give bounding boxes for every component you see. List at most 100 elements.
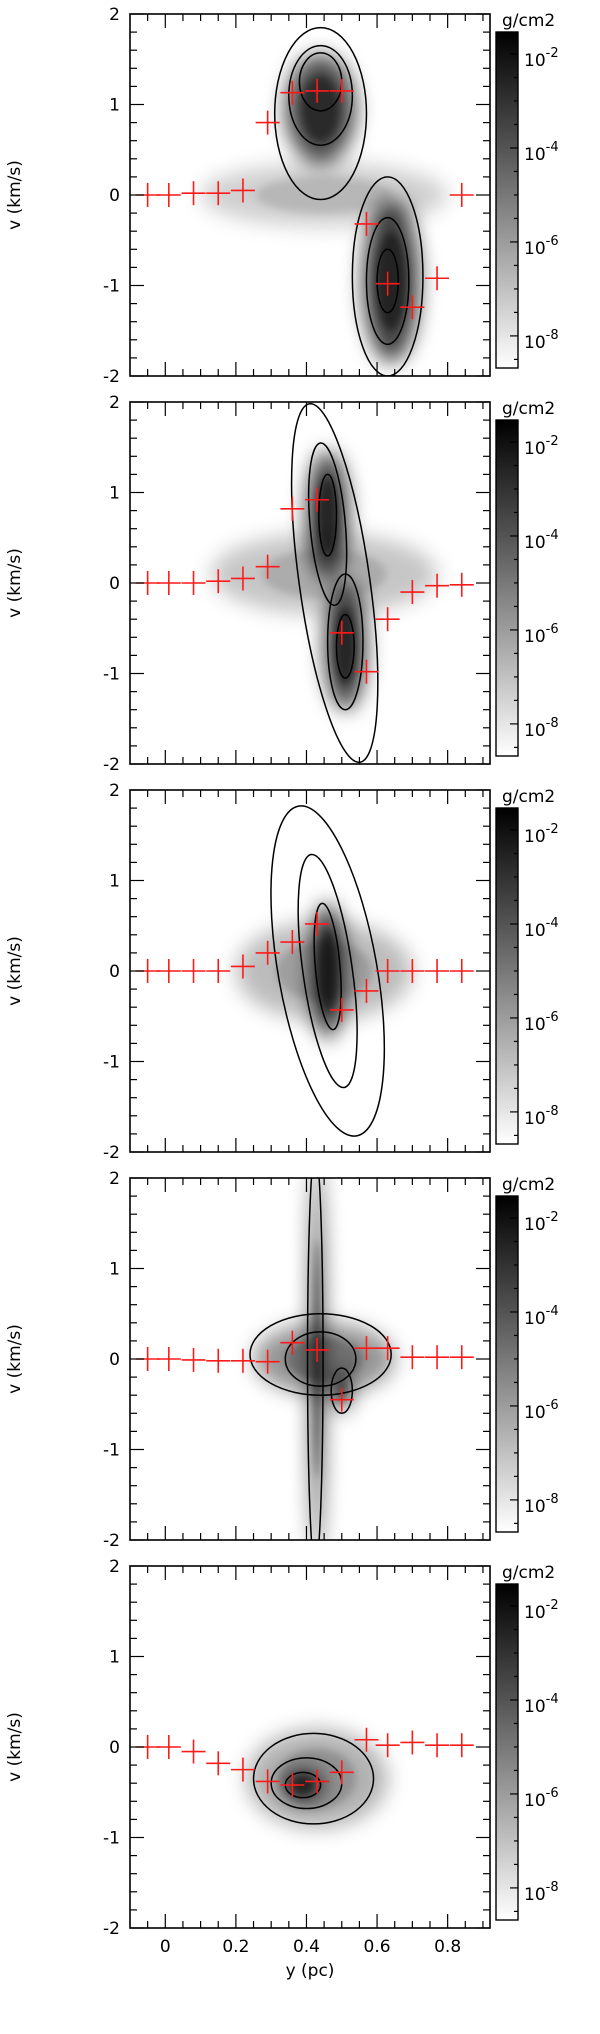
contour-line — [249, 1313, 392, 1396]
y-tick-label: -2 — [103, 1531, 120, 1551]
velocity-marker — [181, 571, 206, 595]
colorbar-unit: g/cm2 — [502, 11, 555, 31]
colorbar-tick-label: 10-2 — [524, 1598, 559, 1623]
y-tick-label: -1 — [103, 1053, 120, 1073]
velocity-marker — [400, 295, 425, 320]
y-tick-label: -2 — [103, 755, 120, 775]
velocity-marker — [305, 78, 330, 103]
velocity-marker — [280, 930, 305, 955]
panel-4: 2 1 0 -1 -2 v (km/s) g/cm2 10-2 10-4 10-6 10-8 — [5, 1169, 559, 1551]
y-tick-label: -1 — [103, 1441, 120, 1461]
colorbar-frame — [495, 1583, 519, 1921]
velocity-marker — [206, 1348, 231, 1373]
density-map — [235, 805, 413, 1137]
contour-line — [376, 248, 399, 314]
contour-line — [297, 853, 358, 1089]
panel-5: 2 1 0 -1 -2 0 0.2 0.4 0.6 0.8 y (pc) v (km/s) g/cm2 1… — [5, 1557, 559, 1981]
y-tick-label: 2 — [109, 781, 120, 801]
velocity-marker — [156, 1347, 181, 1371]
velocity-marker — [449, 1733, 474, 1758]
colorbar-frame — [495, 419, 519, 757]
density-core — [275, 941, 373, 1001]
marker-series — [135, 911, 474, 1022]
y-axis-label: v (km/s) — [5, 1324, 25, 1394]
velocity-marker — [375, 271, 400, 296]
contour-line — [270, 805, 386, 1137]
velocity-marker — [280, 496, 305, 521]
y-tick-label: 2 — [109, 1557, 120, 1577]
x-tick-label: 0 — [160, 1937, 171, 1957]
velocity-marker — [181, 959, 206, 983]
colorbar-gradient — [496, 32, 518, 368]
velocity-marker — [255, 554, 280, 579]
velocity-marker — [255, 940, 280, 965]
velocity-marker — [305, 487, 330, 512]
colorbar-tick-label: 10-8 — [524, 1104, 559, 1129]
velocity-marker — [449, 183, 474, 207]
colorbar-gradient — [496, 1196, 518, 1532]
colorbar: g/cm2 10-2 10-4 10-6 10-8 — [495, 787, 559, 1145]
colorbar: g/cm2 10-2 10-4 10-6 10-8 — [495, 11, 559, 369]
density-core — [316, 477, 340, 554]
velocity-marker — [230, 1757, 255, 1782]
y-axis-label: v (km/s) — [5, 548, 25, 618]
y-axis-label: v (km/s) — [5, 1712, 25, 1782]
velocity-marker — [375, 1733, 400, 1758]
velocity-marker — [156, 1735, 181, 1759]
y-tick-label: 2 — [109, 393, 120, 413]
colorbar-tick-label: 10-4 — [524, 528, 559, 553]
contour-line — [351, 176, 424, 376]
velocity-marker — [400, 580, 425, 605]
contour-line — [284, 1331, 357, 1387]
density-core — [262, 549, 387, 599]
contour-line — [335, 613, 355, 679]
colorbar-tick-label: 10-2 — [524, 1210, 559, 1235]
contour-line — [326, 573, 364, 711]
y-tick-label: 0 — [109, 186, 120, 206]
x-tick-label: 0.8 — [434, 1937, 461, 1957]
density-core — [256, 175, 393, 215]
marker-series — [135, 78, 474, 320]
colorbar-tick-label: 10-8 — [524, 716, 559, 741]
y-tick-label: -1 — [103, 277, 120, 297]
colorbar-unit: g/cm2 — [502, 1175, 555, 1195]
velocity-marker — [230, 1348, 255, 1373]
contour-line — [306, 1178, 324, 1540]
colorbar-tick-label: 10-2 — [524, 46, 559, 71]
velocity-marker — [375, 607, 400, 632]
y-tick-label: 0 — [109, 1350, 120, 1370]
velocity-marker — [230, 566, 255, 591]
contour-line — [330, 1367, 354, 1415]
velocity-marker — [280, 1773, 305, 1798]
panel-3: 2 1 0 -1 -2 v (km/s) g/cm2 10-2 10-4 10-6 10-8 — [5, 781, 559, 1163]
panel-2: 2 1 0 -1 -2 v (km/s) g/cm2 10-2 10-4 10-6 10-8 — [5, 393, 559, 775]
velocity-marker — [400, 959, 425, 983]
velocity-marker — [329, 997, 354, 1022]
marker-series — [135, 487, 474, 684]
velocity-marker — [329, 620, 354, 645]
density-map — [211, 402, 438, 764]
y-tick-label: 1 — [109, 1260, 120, 1280]
colorbar-tick-label: 10-6 — [524, 1786, 559, 1811]
x-tick-label: 0.2 — [222, 1937, 249, 1957]
y-tick-label: -2 — [103, 1919, 120, 1939]
colorbar-frame — [495, 1195, 519, 1533]
velocity-marker — [206, 181, 231, 206]
y-tick-label: 0 — [109, 574, 120, 594]
density-map — [200, 26, 448, 376]
velocity-marker — [181, 1739, 206, 1764]
contour-line — [318, 473, 338, 557]
velocity-marker — [425, 959, 450, 983]
x-tick-label: 0.6 — [364, 1937, 391, 1957]
velocity-marker — [400, 1345, 425, 1370]
velocity-marker — [230, 954, 255, 979]
y-tick-label: 1 — [109, 872, 120, 892]
velocity-marker — [156, 571, 181, 595]
velocity-marker — [354, 978, 379, 1003]
density-core — [301, 76, 340, 142]
contour-line — [307, 442, 348, 607]
colorbar-tick-label: 10-2 — [524, 822, 559, 847]
velocity-marker — [156, 183, 181, 207]
y-axis-label: v (km/s) — [5, 160, 25, 230]
